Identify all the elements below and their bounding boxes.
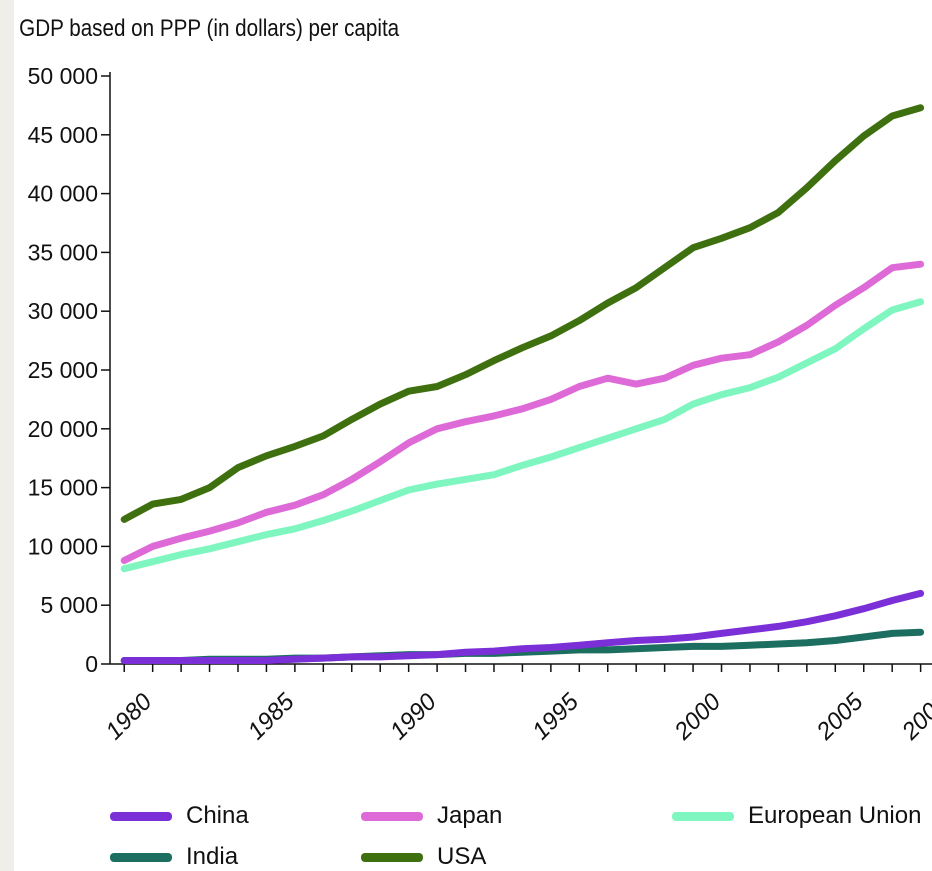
x-tick-label: 1995: [527, 688, 584, 745]
series-line-china: [120, 589, 925, 664]
legend-item-japan: Japan: [361, 802, 502, 830]
chart-panel: GDP based on PPP (in dollars) per capita…: [14, 0, 932, 871]
legend-label-china: China: [186, 802, 249, 829]
legend-swatch-india: [110, 852, 172, 862]
series-line-european-union: [120, 298, 925, 573]
gdp-line-chart: GDP based on PPP (in dollars) per capita…: [19, 15, 932, 746]
legend-label-india: India: [186, 843, 239, 870]
y-tick-label: 40 000: [28, 181, 98, 207]
x-tick-label: 2005: [811, 688, 869, 746]
legend-swatch-european-union: [672, 811, 734, 821]
x-tick-label: 1980: [100, 688, 157, 745]
y-tick-label: 25 000: [28, 357, 98, 383]
y-tick-label: 30 000: [28, 298, 98, 324]
legend-label-japan: Japan: [437, 802, 503, 829]
legend-item-european-union: European Union: [672, 802, 921, 830]
series-lines: [120, 104, 925, 664]
legend-item-usa: USA: [361, 843, 486, 871]
y-tick-label: 50 000: [28, 63, 98, 89]
y-tick-label: 0: [85, 651, 98, 677]
y-tick-label: 20 000: [28, 416, 98, 442]
y-tick-label: 35 000: [28, 239, 98, 265]
legend-label-usa: USA: [437, 843, 487, 870]
legend-swatch-japan: [361, 811, 423, 821]
legend-item-india: India: [110, 843, 238, 871]
legend-swatch-china: [110, 811, 172, 821]
y-tick-label: 10 000: [28, 533, 98, 559]
series-line-usa: [120, 104, 925, 523]
x-axis: 1980 1985 1990 1995 2000 2005 2008: [100, 663, 932, 746]
chart-title: GDP based on PPP (in dollars) per capita: [19, 15, 400, 42]
y-axis: 0 5 000 10 000 15 000 20 000 25 000 30 000 35 0…: [28, 63, 111, 677]
x-tick-label: 1990: [385, 688, 442, 745]
series-line-japan: [120, 260, 925, 564]
x-tick-label: 2000: [669, 688, 727, 746]
x-tick-label: 2008: [896, 688, 932, 746]
y-tick-label: 5 000: [40, 592, 98, 618]
legend-swatch-usa: [361, 852, 423, 862]
y-tick-label: 15 000: [28, 475, 98, 501]
y-tick-label: 45 000: [28, 122, 98, 148]
legend-item-china: China: [110, 802, 249, 830]
legend-label-european-union: European Union: [748, 802, 922, 829]
x-tick-label: 1985: [243, 688, 300, 745]
